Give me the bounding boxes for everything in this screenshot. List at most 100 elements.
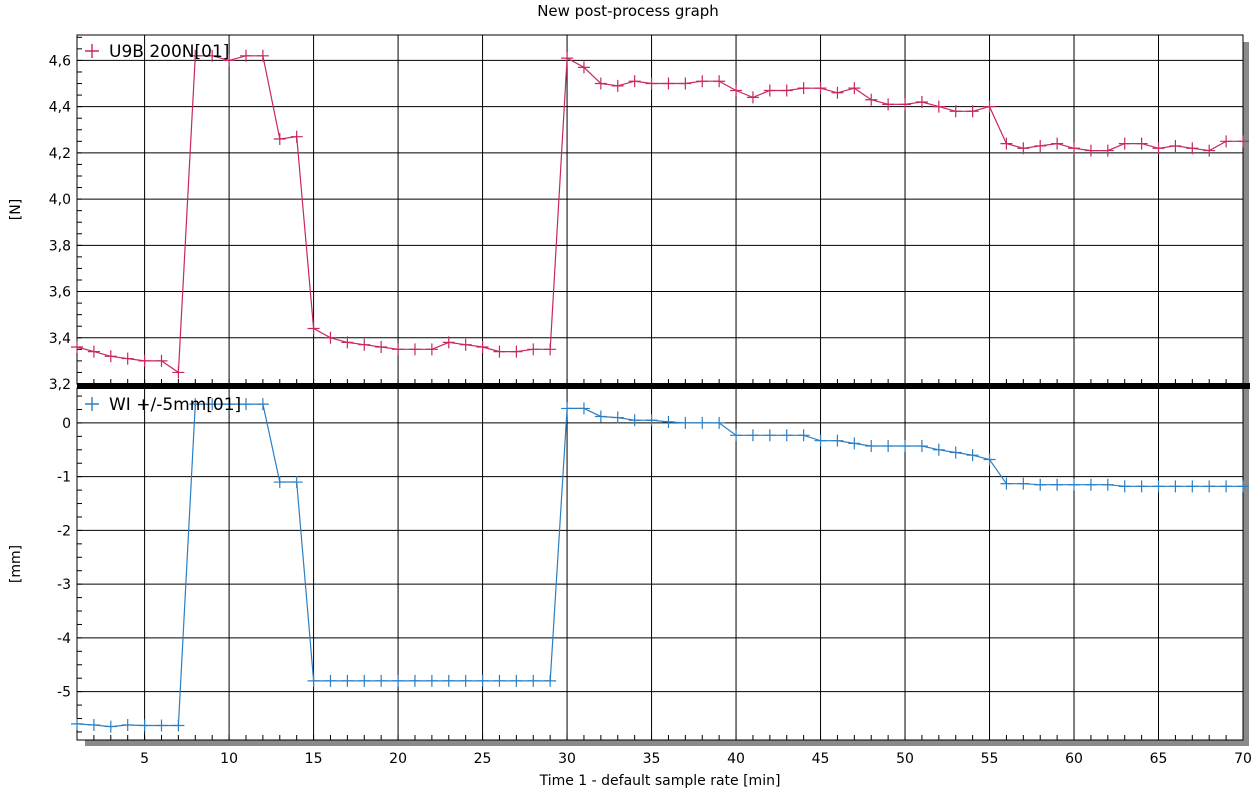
data-point-marker bbox=[1101, 478, 1114, 491]
data-point-marker bbox=[1118, 137, 1131, 150]
data-point-marker bbox=[730, 429, 743, 442]
y-tick-label: -5 bbox=[57, 685, 71, 701]
data-point-marker bbox=[375, 341, 388, 354]
data-point-marker bbox=[577, 61, 590, 74]
data-point-marker bbox=[611, 411, 624, 424]
y-tick-label: 3,6 bbox=[49, 285, 71, 301]
data-point-marker bbox=[763, 429, 776, 442]
data-point-marker bbox=[831, 434, 844, 447]
data-point-marker bbox=[206, 49, 219, 62]
data-point-marker bbox=[577, 402, 590, 415]
data-point-marker bbox=[121, 352, 134, 365]
data-point-marker bbox=[527, 674, 540, 687]
data-point-marker bbox=[611, 79, 624, 92]
data-point-marker bbox=[324, 674, 337, 687]
data-point-marker bbox=[696, 75, 709, 88]
data-point-marker bbox=[425, 343, 438, 356]
data-point-marker bbox=[71, 717, 83, 730]
data-point-marker bbox=[662, 77, 675, 90]
data-point-marker bbox=[408, 343, 421, 356]
data-point-marker bbox=[408, 674, 421, 687]
data-point-marker bbox=[290, 130, 303, 143]
legend-label: U9B 200N[01] bbox=[109, 42, 229, 62]
data-point-marker bbox=[763, 84, 776, 97]
legend-marker bbox=[85, 44, 99, 58]
data-point-marker bbox=[493, 674, 506, 687]
axes: 3,2 3,4 3,6 3,8 4,0 4,2 4,4 4,6 [N] 0 -1 -2 -3 -4 -5 [m… bbox=[8, 36, 1252, 789]
data-point-marker bbox=[882, 440, 895, 453]
x-tick-label: 70 bbox=[1234, 751, 1252, 767]
data-point-marker bbox=[780, 429, 793, 442]
x-tick-label: 10 bbox=[220, 751, 238, 767]
data-point-marker bbox=[206, 398, 219, 411]
data-point-marker bbox=[848, 82, 861, 95]
data-point-marker bbox=[696, 416, 709, 429]
data-point-marker bbox=[341, 674, 354, 687]
data-point-marker bbox=[915, 96, 928, 109]
data-point-marker bbox=[831, 86, 844, 99]
data-point-marker bbox=[138, 719, 151, 732]
data-point-marker bbox=[814, 82, 827, 95]
data-point-marker bbox=[746, 429, 759, 442]
x-tick-label: 60 bbox=[1065, 751, 1083, 767]
data-point-marker bbox=[1152, 142, 1165, 155]
data-point-marker bbox=[527, 343, 540, 356]
data-point-marker bbox=[155, 719, 168, 732]
data-point-marker bbox=[1017, 477, 1030, 490]
x-tick-label: 20 bbox=[389, 751, 407, 767]
series-layer bbox=[71, 49, 1249, 733]
data-point-marker bbox=[87, 718, 100, 731]
data-point-marker bbox=[239, 398, 252, 411]
data-point-marker bbox=[1237, 480, 1249, 493]
data-point-marker bbox=[561, 402, 574, 415]
y-tick-label: 3,2 bbox=[49, 377, 71, 393]
data-point-marker bbox=[780, 84, 793, 97]
y-tick-label: -2 bbox=[57, 523, 71, 539]
data-point-marker bbox=[273, 476, 286, 489]
plot-shadow-right bbox=[1243, 42, 1249, 745]
data-point-marker bbox=[239, 49, 252, 62]
y-tick-label: 0 bbox=[62, 416, 71, 432]
data-point-marker bbox=[932, 443, 945, 456]
data-point-marker bbox=[358, 338, 371, 351]
legends: U9B 200N[01] WI +/-5mm[01] bbox=[85, 42, 241, 415]
y-axis-label: [N] bbox=[8, 199, 24, 220]
data-point-marker bbox=[425, 674, 438, 687]
x-tick-label: 65 bbox=[1150, 751, 1168, 767]
data-point-marker bbox=[442, 674, 455, 687]
data-point-marker bbox=[1051, 137, 1064, 150]
data-point-marker bbox=[87, 345, 100, 358]
data-point-marker bbox=[1169, 139, 1182, 152]
data-point-marker bbox=[155, 354, 168, 367]
data-point-marker bbox=[679, 416, 692, 429]
data-point-marker bbox=[476, 341, 489, 354]
data-point-marker bbox=[358, 674, 371, 687]
data-point-marker bbox=[1237, 135, 1249, 148]
y-tick-label: 4,0 bbox=[49, 192, 71, 208]
data-point-marker bbox=[949, 446, 962, 459]
x-tick-label: 5 bbox=[140, 751, 149, 767]
data-point-marker bbox=[138, 354, 151, 367]
x-tick-label: 25 bbox=[474, 751, 492, 767]
data-point-marker bbox=[628, 75, 641, 88]
y-tick-label: -1 bbox=[57, 470, 71, 486]
y-tick-label: 3,4 bbox=[49, 331, 71, 347]
data-point-marker bbox=[273, 133, 286, 146]
data-point-marker bbox=[966, 449, 979, 462]
data-point-marker bbox=[341, 336, 354, 349]
data-point-marker bbox=[1135, 480, 1148, 493]
data-point-marker bbox=[848, 437, 861, 450]
data-point-marker bbox=[882, 98, 895, 111]
data-point-marker bbox=[104, 720, 117, 733]
data-point-marker bbox=[628, 414, 641, 427]
data-point-marker bbox=[645, 77, 658, 90]
legend-marker bbox=[85, 397, 99, 411]
data-point-marker bbox=[679, 77, 692, 90]
series-line bbox=[76, 55, 1243, 374]
data-point-marker bbox=[1152, 480, 1165, 493]
data-point-marker bbox=[1000, 477, 1013, 490]
x-tick-label: 35 bbox=[643, 751, 661, 767]
data-point-marker bbox=[746, 91, 759, 104]
data-point-marker bbox=[1084, 144, 1097, 157]
data-point-marker bbox=[899, 98, 912, 111]
